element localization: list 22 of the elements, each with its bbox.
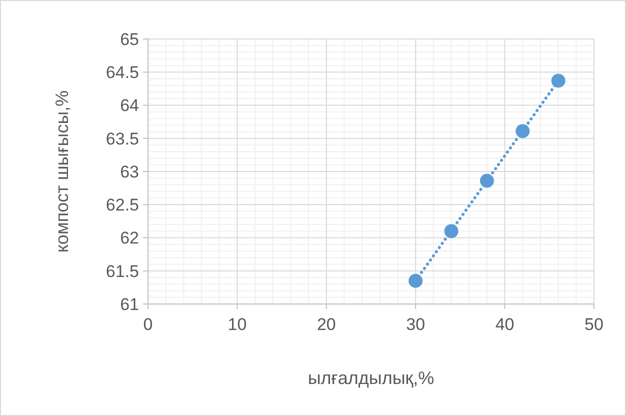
point [551, 74, 566, 88]
x-tick-label: 50 [584, 315, 604, 334]
x-tick-label: 20 [316, 315, 336, 334]
x-axis-title: ылғалдылық,% [308, 368, 434, 388]
y-tick-label: 65 [120, 30, 139, 49]
x-tick-label: 0 [143, 315, 153, 334]
x-tick-label: 40 [495, 315, 514, 334]
x-tick-label: 30 [406, 315, 426, 334]
point [516, 124, 530, 138]
y-tick-label: 64 [120, 96, 139, 116]
x-tick-label: 10 [228, 315, 247, 334]
y-tick-label: 62 [120, 228, 139, 248]
y-tick-label: 63 [120, 162, 139, 182]
y-tick-label: 63.5 [106, 129, 139, 148]
point [408, 274, 423, 288]
y-tick-label: 61.5 [106, 262, 139, 281]
y-axis-title: компост шығысы,% [52, 90, 72, 253]
point [444, 224, 458, 238]
y-tick-label: 64.5 [106, 63, 139, 82]
y-tick-label: 62.5 [106, 196, 139, 215]
point [480, 174, 494, 188]
y-tick-label: 61 [120, 294, 139, 314]
